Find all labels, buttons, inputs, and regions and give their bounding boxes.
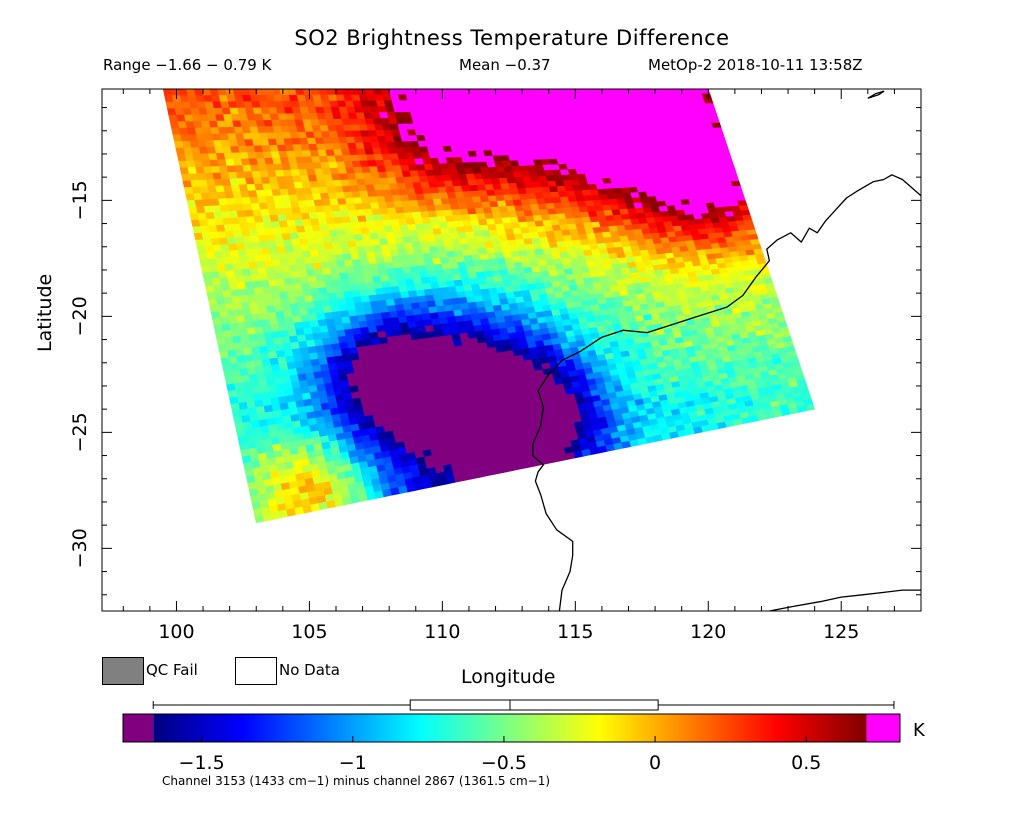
colorbar-underflow (123, 714, 154, 742)
y-tick-label: −30 (69, 528, 91, 568)
range-label: Range −1.66 − 0.79 K (103, 56, 272, 74)
swath-pixel (727, 171, 738, 178)
swath-pixel (717, 142, 729, 148)
coastline (769, 589, 921, 611)
swath-pixel (711, 122, 722, 129)
no-data-swatch (235, 657, 277, 685)
chart-title: SO2 Brightness Temperature Difference (294, 26, 730, 50)
swath-pixel (738, 205, 750, 212)
swath-pixel (737, 200, 748, 207)
swath-pixel (716, 137, 727, 143)
swath-pixel (724, 161, 735, 168)
x-tick-label: 120 (690, 621, 726, 643)
swath-pixel (719, 146, 730, 153)
no-data-label: No Data (279, 661, 340, 679)
swath-pixel (708, 112, 719, 119)
swath-pixel (704, 103, 716, 109)
colorbar-gradient (153, 714, 867, 742)
colorbar-footnote: Channel 3153 (1433 cm−1) minus channel 2… (162, 774, 551, 788)
colorbar-unit: K (913, 720, 925, 741)
colorbar-overflow (866, 714, 900, 742)
swath-pixel (714, 132, 725, 139)
swath-pixel (706, 108, 717, 114)
swath-pixel (703, 98, 714, 104)
colorbar-tick-label: 0 (649, 752, 661, 774)
coastline (867, 90, 885, 99)
x-tick-label: 100 (158, 621, 194, 643)
mean-label: Mean −0.37 (459, 56, 551, 74)
swath-layer (162, 89, 815, 524)
x-tick-label: 105 (291, 621, 327, 643)
colorbar-tick-label: −1 (339, 752, 367, 774)
boxplot-box (409, 699, 659, 711)
qc-fail-swatch (102, 657, 144, 685)
qc-fail-label: QC Fail (146, 661, 198, 679)
y-axis-label: Latitude (34, 273, 56, 352)
colorbar-tick-label: −1.5 (179, 752, 225, 774)
swath-pixel (720, 151, 732, 158)
x-axis-label: Longitude (461, 666, 556, 688)
y-tick-label: −25 (69, 412, 91, 452)
swath-pixel (728, 175, 740, 182)
x-tick-label: 125 (823, 621, 859, 643)
colorbar-tick-label: −0.5 (481, 752, 527, 774)
y-tick-label: −20 (69, 296, 91, 336)
satellite-timestamp-label: MetOp-2 2018-10-11 13:58Z (648, 56, 863, 74)
colorbar: −1.5 −1 −0.5 0 0.5 (122, 699, 901, 774)
x-tick-label: 110 (424, 621, 460, 643)
swath-pixel (712, 127, 724, 134)
swath-pixel (725, 166, 737, 173)
swath-pixel (741, 214, 753, 221)
y-tick-label: −15 (69, 180, 91, 220)
swath-pixel (701, 93, 712, 100)
x-tick-label: 115 (557, 621, 593, 643)
swath-pixel (730, 180, 741, 187)
swath-pixel (732, 185, 743, 192)
colorbar-tick-label: 0.5 (791, 752, 821, 774)
swath-pixel (722, 156, 733, 163)
swath-pixel (709, 117, 721, 124)
swath-pixel (733, 190, 745, 197)
swath-pixel (735, 195, 746, 202)
